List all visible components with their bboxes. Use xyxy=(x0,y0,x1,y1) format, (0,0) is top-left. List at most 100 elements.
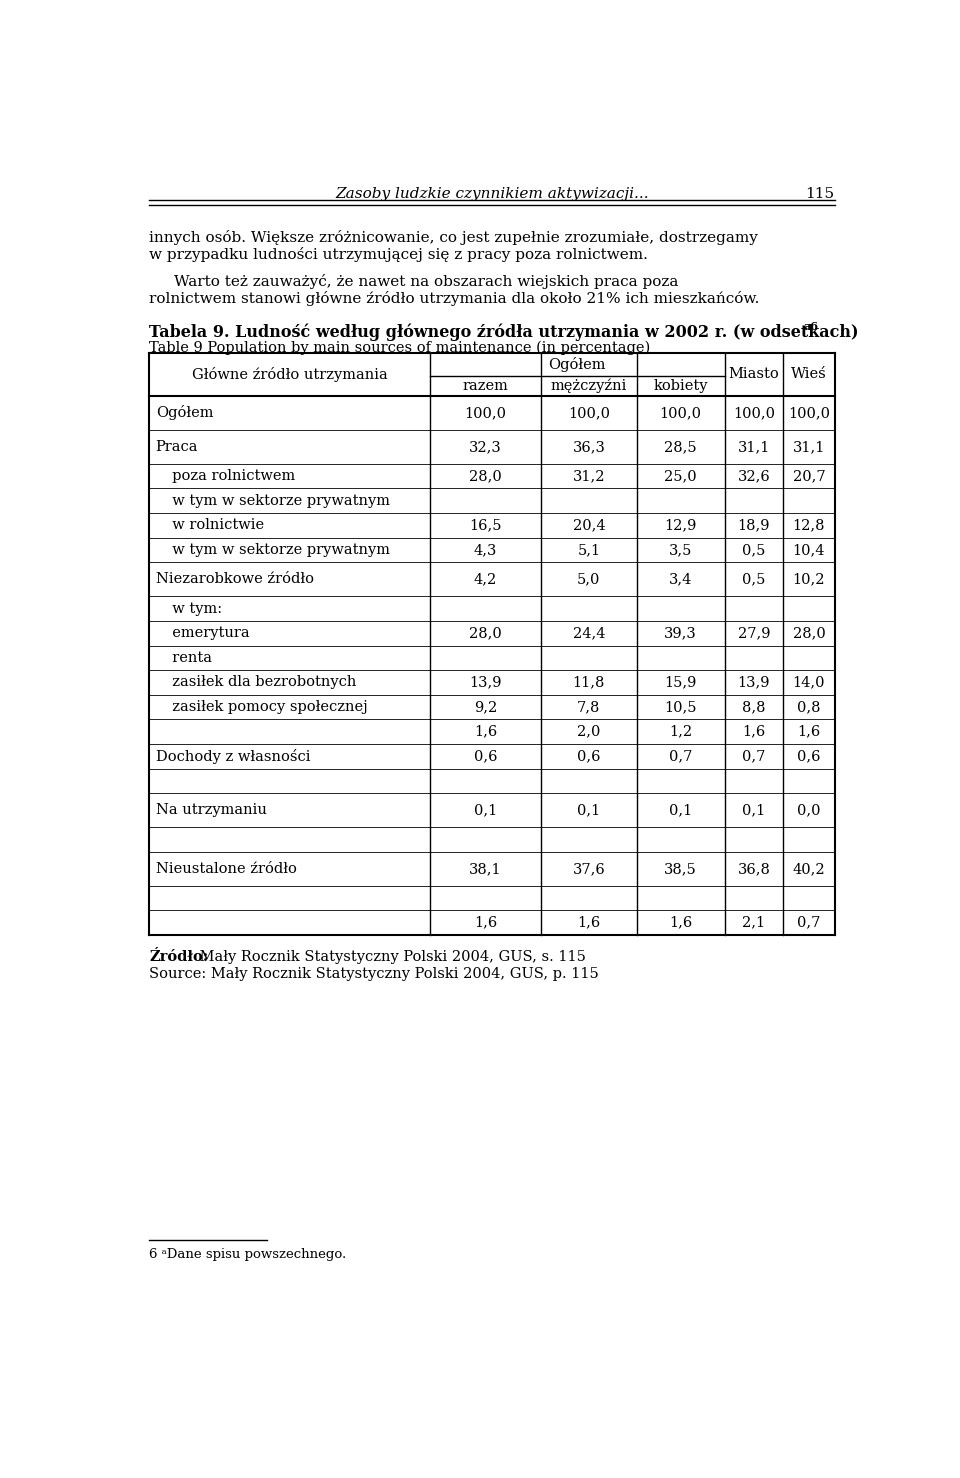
Text: 31,1: 31,1 xyxy=(793,440,826,454)
Text: 0,6: 0,6 xyxy=(473,749,497,764)
Text: Dochody z własności: Dochody z własności xyxy=(156,749,310,764)
Text: 0,7: 0,7 xyxy=(669,749,692,764)
Text: 37,6: 37,6 xyxy=(572,862,605,876)
Text: 3,4: 3,4 xyxy=(669,572,692,587)
Text: 0,5: 0,5 xyxy=(742,572,766,587)
Text: 1,2: 1,2 xyxy=(669,724,692,739)
Text: w przypadku ludności utrzymującej się z pracy poza rolnictwem.: w przypadku ludności utrzymującej się z … xyxy=(150,247,648,262)
Text: 0,7: 0,7 xyxy=(742,749,766,764)
Text: Miasto: Miasto xyxy=(729,368,780,381)
Text: 16,5: 16,5 xyxy=(469,519,502,532)
Text: 0,6: 0,6 xyxy=(577,749,601,764)
Text: Ogółem: Ogółem xyxy=(156,405,213,420)
Text: w tym w sektorze prywatnym: w tym w sektorze prywatnym xyxy=(163,542,391,557)
Text: 6 ᵃDane spisu powszechnego.: 6 ᵃDane spisu powszechnego. xyxy=(150,1247,347,1261)
Text: renta: renta xyxy=(163,650,212,665)
Text: 12,8: 12,8 xyxy=(793,519,826,532)
Text: 11,8: 11,8 xyxy=(573,675,605,689)
Text: Praca: Praca xyxy=(156,440,198,454)
Text: 1,6: 1,6 xyxy=(742,724,765,739)
Text: 31,1: 31,1 xyxy=(738,440,770,454)
Text: 20,7: 20,7 xyxy=(793,469,826,483)
Text: 0,1: 0,1 xyxy=(474,804,497,817)
Text: 4,3: 4,3 xyxy=(473,542,497,557)
Text: 9,2: 9,2 xyxy=(474,701,497,714)
Text: 14,0: 14,0 xyxy=(793,675,826,689)
Text: 8,8: 8,8 xyxy=(742,701,766,714)
Text: 10,2: 10,2 xyxy=(793,572,826,587)
Text: 100,0: 100,0 xyxy=(732,406,775,420)
Text: 1,6: 1,6 xyxy=(474,916,497,930)
Text: Nieustalone źródło: Nieustalone źródło xyxy=(156,862,297,876)
Text: 1,6: 1,6 xyxy=(474,724,497,739)
Text: 32,6: 32,6 xyxy=(737,469,770,483)
Text: 36,3: 36,3 xyxy=(572,440,606,454)
Text: Wieś: Wieś xyxy=(791,368,827,381)
Text: Niezarobkowe źródło: Niezarobkowe źródło xyxy=(156,572,314,587)
Text: 0,1: 0,1 xyxy=(669,804,692,817)
Text: a6: a6 xyxy=(804,321,819,333)
Text: Warto też zauważyć, że nawet na obszarach wiejskich praca poza: Warto też zauważyć, że nawet na obszarac… xyxy=(175,275,679,290)
Text: zasiłek pomocy społecznej: zasiłek pomocy społecznej xyxy=(163,701,368,714)
Text: 12,9: 12,9 xyxy=(664,519,697,532)
Text: 100,0: 100,0 xyxy=(660,406,702,420)
Text: 0,8: 0,8 xyxy=(797,701,821,714)
Text: 10,5: 10,5 xyxy=(664,701,697,714)
Text: 115: 115 xyxy=(805,186,834,201)
Text: Table 9 Population by main sources of maintenance (in percentage): Table 9 Population by main sources of ma… xyxy=(150,340,651,355)
Text: 15,9: 15,9 xyxy=(664,675,697,689)
Text: 18,9: 18,9 xyxy=(737,519,770,532)
Text: Główne źródło utrzymania: Główne źródło utrzymania xyxy=(192,367,388,381)
Text: 31,2: 31,2 xyxy=(572,469,605,483)
Text: 28,0: 28,0 xyxy=(469,627,502,640)
Text: Mały Rocznik Statystyczny Polski 2004, GUS, s. 115: Mały Rocznik Statystyczny Polski 2004, G… xyxy=(195,950,586,965)
Text: 1,6: 1,6 xyxy=(798,724,821,739)
Text: 32,3: 32,3 xyxy=(469,440,502,454)
Text: 5,1: 5,1 xyxy=(577,542,600,557)
Text: 36,8: 36,8 xyxy=(737,862,770,876)
Text: 0,5: 0,5 xyxy=(742,542,766,557)
Text: 1,6: 1,6 xyxy=(669,916,692,930)
Text: 0,6: 0,6 xyxy=(797,749,821,764)
Text: 0,7: 0,7 xyxy=(798,916,821,930)
Text: Zasoby ludzkie czynnikiem aktywizacji...: Zasoby ludzkie czynnikiem aktywizacji... xyxy=(335,186,649,201)
Text: kobiety: kobiety xyxy=(654,378,708,393)
Text: Źródło:: Źródło: xyxy=(150,950,208,965)
Text: 13,9: 13,9 xyxy=(737,675,770,689)
Text: 28,0: 28,0 xyxy=(793,627,826,640)
Text: poza rolnictwem: poza rolnictwem xyxy=(163,469,296,483)
Text: 25,0: 25,0 xyxy=(664,469,697,483)
Text: 100,0: 100,0 xyxy=(465,406,507,420)
Text: w tym:: w tym: xyxy=(163,602,223,615)
Text: 20,4: 20,4 xyxy=(572,519,605,532)
Text: 28,5: 28,5 xyxy=(664,440,697,454)
Text: 13,9: 13,9 xyxy=(469,675,502,689)
Text: w tym w sektorze prywatnym: w tym w sektorze prywatnym xyxy=(163,494,391,508)
Text: 24,4: 24,4 xyxy=(572,627,605,640)
Text: 38,5: 38,5 xyxy=(664,862,697,876)
Text: innych osób. Większe zróżnicowanie, co jest zupełnie zrozumiałe, dostrzegamy: innych osób. Większe zróżnicowanie, co j… xyxy=(150,229,758,245)
Text: 4,2: 4,2 xyxy=(474,572,497,587)
Text: Ogółem: Ogółem xyxy=(548,358,606,372)
Text: w rolnictwie: w rolnictwie xyxy=(163,519,265,532)
Text: 3,5: 3,5 xyxy=(669,542,692,557)
Text: 39,3: 39,3 xyxy=(664,627,697,640)
Text: 100,0: 100,0 xyxy=(788,406,830,420)
Text: 2,0: 2,0 xyxy=(577,724,601,739)
Text: 27,9: 27,9 xyxy=(737,627,770,640)
Text: 2,1: 2,1 xyxy=(742,916,765,930)
Text: 5,0: 5,0 xyxy=(577,572,601,587)
Text: Na utrzymaniu: Na utrzymaniu xyxy=(156,804,267,817)
Text: 0,0: 0,0 xyxy=(797,804,821,817)
Text: Tabela 9. Ludność według głównego źródła utrzymania w 2002 r. (w odsetkach): Tabela 9. Ludność według głównego źródła… xyxy=(150,324,859,341)
Text: 0,1: 0,1 xyxy=(742,804,765,817)
Text: zasiłek dla bezrobotnych: zasiłek dla bezrobotnych xyxy=(163,675,357,689)
Text: emerytura: emerytura xyxy=(163,627,250,640)
Text: 100,0: 100,0 xyxy=(568,406,610,420)
Text: 28,0: 28,0 xyxy=(469,469,502,483)
Text: 0,1: 0,1 xyxy=(577,804,601,817)
Text: 40,2: 40,2 xyxy=(793,862,826,876)
Text: 10,4: 10,4 xyxy=(793,542,826,557)
Text: Source: Mały Rocznik Statystyczny Polski 2004, GUS, p. 115: Source: Mały Rocznik Statystyczny Polski… xyxy=(150,968,599,981)
Text: 1,6: 1,6 xyxy=(577,916,601,930)
